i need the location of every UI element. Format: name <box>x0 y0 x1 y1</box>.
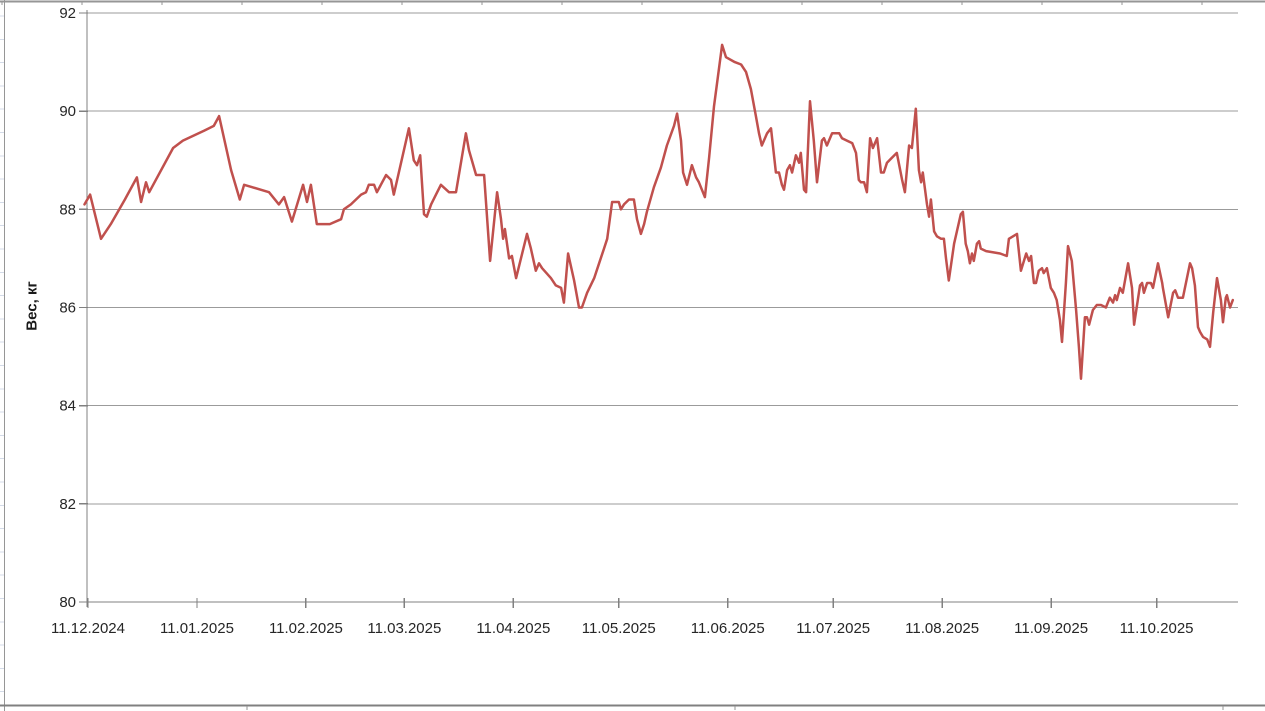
x-tick-label-11.06.2025: 11.06.2025 <box>691 620 765 637</box>
x-tick-label-11.05.2025: 11.05.2025 <box>582 620 656 637</box>
y-axis-title: Вес, кг <box>23 281 41 331</box>
y-tick-label-80: 80 <box>59 594 76 611</box>
y-tick-label-82: 82 <box>59 496 76 513</box>
x-tick-label-11.08.2025: 11.08.2025 <box>905 620 979 637</box>
x-tick-label-11.03.2025: 11.03.2025 <box>367 620 441 637</box>
x-tick-label-11.12.2024: 11.12.2024 <box>51 620 125 637</box>
y-tick-label-90: 90 <box>59 103 76 120</box>
weight-series-line <box>83 43 1235 380</box>
x-tick-label-11.04.2025: 11.04.2025 <box>476 620 550 637</box>
y-tick-label-86: 86 <box>59 300 76 317</box>
y-tick-label-92: 92 <box>59 5 76 22</box>
x-tick-label-11.02.2025: 11.02.2025 <box>269 620 343 637</box>
x-tick-label-11.09.2025: 11.09.2025 <box>1014 620 1088 637</box>
x-tick-label-11.01.2025: 11.01.2025 <box>160 620 234 637</box>
x-tick-label-11.07.2025: 11.07.2025 <box>796 620 870 637</box>
y-tick-label-88: 88 <box>59 201 76 218</box>
y-tick-label-84: 84 <box>59 398 76 415</box>
x-tick-label-11.10.2025: 11.10.2025 <box>1120 620 1194 637</box>
